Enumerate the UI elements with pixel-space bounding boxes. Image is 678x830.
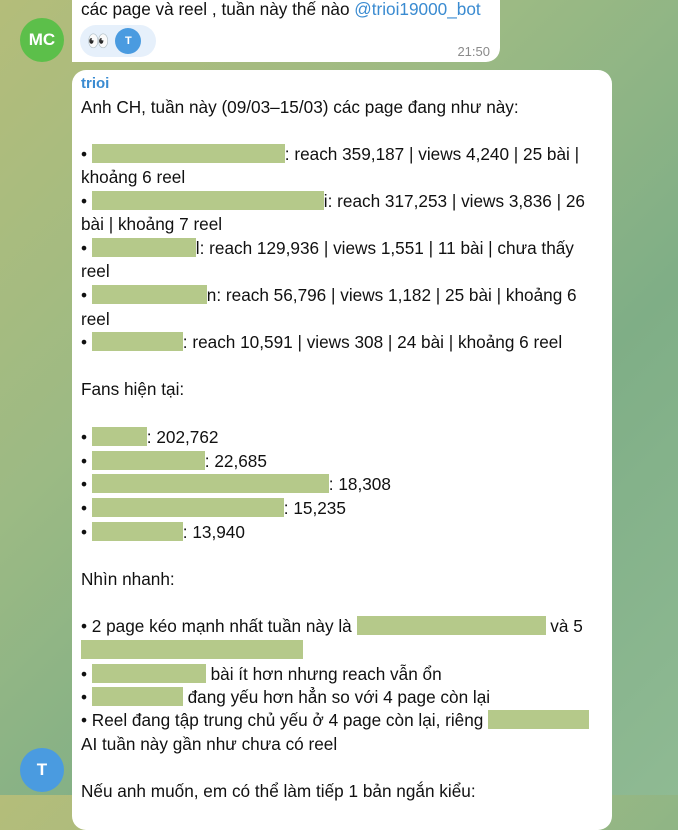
fans-line-4: • : 15,235: [81, 498, 346, 518]
page-line-4: • n: reach 56,796 | views 1,182 | 25 bài…: [81, 285, 577, 305]
avatar-t[interactable]: T: [20, 748, 64, 792]
page-line-5: • : reach 10,591 | views 308 | 24 bài | …: [81, 332, 563, 352]
fans-line-5: • : 13,940: [81, 522, 245, 542]
redacted-name: [91, 664, 206, 683]
redacted-name: [91, 474, 329, 493]
avatar-mc[interactable]: MC: [20, 18, 64, 62]
message-time: 21:50: [457, 44, 490, 59]
quick-line-1-cont: [81, 638, 303, 662]
redacted-name: [91, 522, 183, 541]
reaction-pill[interactable]: 👀 T: [80, 25, 156, 57]
redacted-name: [91, 144, 285, 163]
redacted-name: [91, 191, 324, 210]
quick-line-4: • Reel đang tập trung chủ yếu ở 4 page c…: [81, 708, 590, 732]
quick-line-4-cont: AI tuần này gần như chưa có reel: [81, 734, 338, 754]
fans-title: Fans hiện tại:: [81, 379, 185, 399]
intro-text: Anh CH, tuần này (09/03–15/03) các page …: [81, 97, 519, 117]
fans-line-1: • : 202,762: [81, 427, 219, 447]
page-line-4-cont: reel: [81, 309, 110, 329]
closing-text: Nếu anh muốn, em có thể làm tiếp 1 bản n…: [81, 781, 476, 801]
quick-line-3: • đang yếu hơn hẳn so với 4 page còn lại: [81, 687, 491, 707]
fans-line-2: • : 22,685: [81, 451, 267, 471]
redacted-name: [91, 451, 205, 470]
quick-line-2: • bài ít hơn nhưng reach vẫn ổn: [81, 664, 442, 684]
sender-name[interactable]: trioi: [81, 75, 110, 92]
redacted-name: [91, 687, 183, 706]
redacted-name: [91, 427, 147, 446]
page-line-3-cont: reel: [81, 261, 110, 281]
quick-title: Nhìn nhanh:: [81, 569, 175, 589]
page-line-2: • i: reach 317,253 | views 3,836 | 26: [81, 191, 585, 211]
previous-message-bubble: các page và reel , tuần này thế nào @tri…: [72, 0, 500, 62]
redacted-name: [91, 498, 284, 517]
eyes-emoji-icon: 👀: [87, 30, 110, 51]
page-line-2-cont: bài | khoảng 7 reel: [81, 214, 223, 234]
reaction-user-avatar: T: [115, 28, 142, 54]
message-text: các page và reel , tuần này thế nào: [81, 0, 355, 19]
quick-line-1: • 2 page kéo mạnh nhất tuần này là và 5: [81, 616, 583, 636]
redacted-name: [91, 238, 196, 257]
page-line-1: • : reach 359,187 | views 4,240 | 25 bài…: [81, 144, 580, 164]
redacted-name: [488, 710, 590, 729]
page-line-3: • l: reach 129,936 | views 1,551 | 11 bà…: [81, 238, 574, 258]
redacted-name: [91, 285, 207, 304]
bot-mention-link[interactable]: @trioi19000_bot: [354, 0, 481, 19]
redacted-name: [81, 640, 303, 659]
page-line-1-cont: khoảng 6 reel: [81, 167, 186, 187]
fans-line-3: • : 18,308: [81, 474, 391, 494]
redacted-name: [91, 332, 183, 351]
redacted-name: [356, 616, 546, 635]
